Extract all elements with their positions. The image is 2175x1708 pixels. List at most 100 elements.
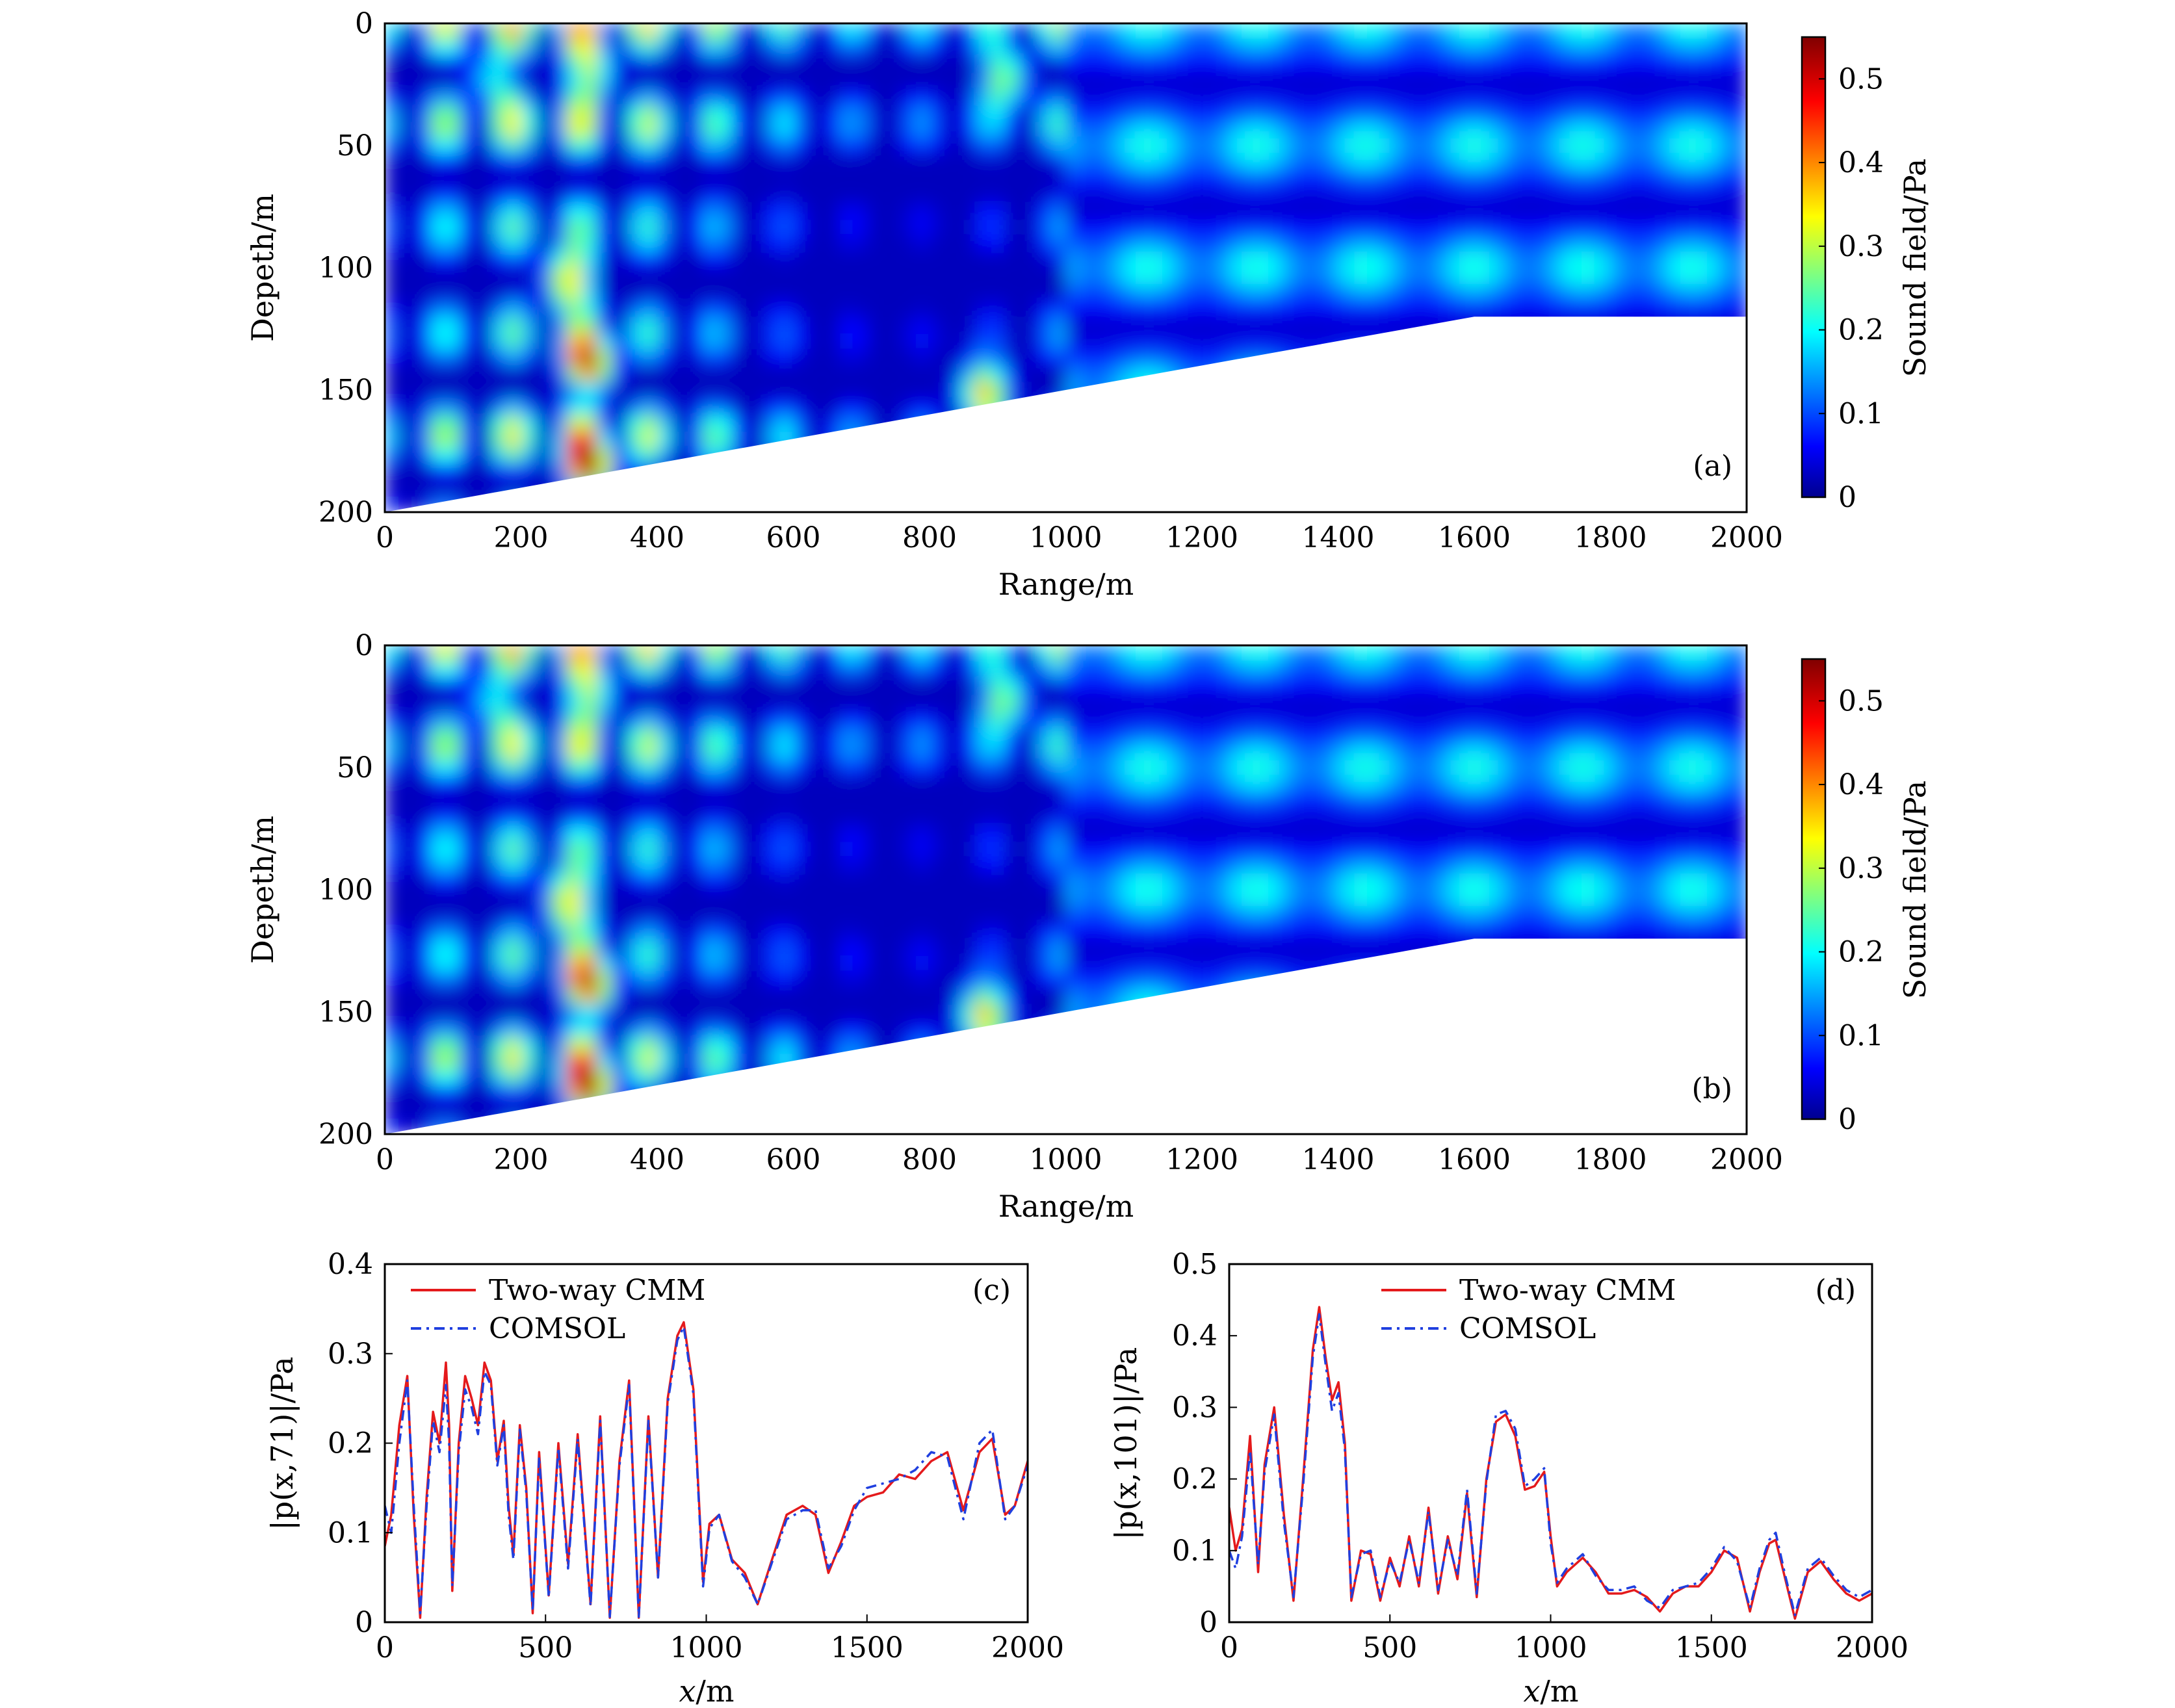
heatmap-cell bbox=[385, 987, 401, 1005]
heatmap-cell bbox=[853, 890, 870, 907]
heatmap-cell bbox=[1580, 121, 1596, 138]
heatmap-cell bbox=[1656, 105, 1672, 122]
heatmap-cell bbox=[1247, 824, 1264, 842]
heatmap-cell bbox=[990, 121, 1006, 138]
heatmap-cell bbox=[1232, 759, 1248, 777]
heatmap-cell bbox=[733, 792, 749, 809]
heatmap-cell bbox=[1292, 170, 1309, 187]
heatmap-cell bbox=[536, 727, 553, 744]
heatmap-cell bbox=[1247, 873, 1264, 890]
heatmap-cell bbox=[1671, 40, 1687, 57]
heatmap-cell bbox=[1277, 808, 1294, 825]
heatmap-cell bbox=[1459, 808, 1475, 825]
heatmap-cell bbox=[1489, 808, 1505, 825]
heatmap-cell bbox=[687, 955, 703, 972]
heatmap-cell bbox=[1353, 268, 1370, 285]
heatmap-cell bbox=[762, 382, 779, 399]
heatmap-cell bbox=[415, 23, 431, 41]
heatmap-cell bbox=[1459, 645, 1475, 663]
heatmap-cell bbox=[445, 137, 462, 155]
heatmap-cell bbox=[581, 955, 597, 972]
heatmap-cell bbox=[762, 938, 779, 956]
heatmap-cell bbox=[1519, 218, 1536, 236]
heatmap-cell bbox=[490, 430, 507, 448]
heatmap-cell bbox=[702, 775, 719, 793]
heatmap-cell bbox=[990, 743, 1006, 760]
heatmap-cell bbox=[1413, 906, 1430, 924]
heatmap-cell bbox=[430, 955, 447, 972]
heatmap-cell bbox=[1050, 906, 1067, 924]
heatmap-cell bbox=[1202, 808, 1218, 825]
heatmap-cell bbox=[944, 251, 961, 268]
heatmap-cell bbox=[944, 105, 961, 122]
heatmap-cell bbox=[506, 170, 522, 187]
heatmap-cell bbox=[612, 349, 628, 367]
heatmap-cell bbox=[1474, 105, 1491, 122]
heatmap-cell bbox=[1005, 137, 1021, 155]
heatmap-cell bbox=[1202, 300, 1218, 318]
heatmap-cell bbox=[1035, 987, 1052, 1005]
heatmap-cell bbox=[1595, 56, 1611, 73]
heatmap-cell bbox=[581, 105, 597, 122]
heatmap-cell bbox=[1005, 202, 1021, 220]
heatmap-cell bbox=[506, 922, 522, 940]
heatmap-cell bbox=[1171, 186, 1188, 203]
heatmap-cell bbox=[824, 137, 840, 155]
heatmap-cell bbox=[1504, 922, 1520, 940]
heatmap-cell bbox=[1474, 873, 1491, 890]
heatmap-cell bbox=[793, 1020, 809, 1037]
heatmap-cell bbox=[1186, 678, 1203, 695]
heatmap-cell bbox=[884, 645, 900, 663]
heatmap-cell bbox=[642, 218, 658, 236]
heatmap-cell bbox=[762, 414, 779, 432]
heatmap-cell bbox=[1292, 88, 1309, 106]
heatmap-cell bbox=[1005, 906, 1021, 924]
heatmap-cell bbox=[1096, 775, 1112, 793]
heatmap-cell bbox=[853, 743, 870, 760]
heatmap-cell bbox=[521, 349, 537, 367]
heatmap-cell bbox=[1186, 349, 1203, 367]
heatmap-cell bbox=[506, 365, 522, 383]
heatmap-cell bbox=[974, 710, 991, 728]
heatmap-cell bbox=[1656, 23, 1672, 41]
heatmap-cell bbox=[1126, 121, 1142, 138]
heatmap-cell bbox=[490, 235, 507, 252]
heatmap-cell bbox=[1580, 72, 1596, 90]
heatmap-cell bbox=[566, 414, 582, 432]
heatmap-cell bbox=[1489, 906, 1505, 924]
heatmap-cell bbox=[733, 1020, 749, 1037]
heatmap-cell bbox=[1413, 727, 1430, 744]
heatmap-cell bbox=[445, 743, 462, 760]
heatmap-cell bbox=[536, 662, 553, 679]
heatmap-cell bbox=[748, 955, 764, 972]
heatmap-cell bbox=[1020, 170, 1036, 187]
heatmap-cell bbox=[657, 678, 673, 695]
heatmap-cell bbox=[884, 268, 900, 285]
heatmap-cell bbox=[506, 218, 522, 236]
heatmap-cell bbox=[1686, 40, 1702, 57]
heatmap-cell bbox=[445, 251, 462, 268]
heatmap-cell bbox=[930, 137, 946, 155]
heatmap-cell bbox=[1020, 971, 1036, 989]
heatmap-cell bbox=[1126, 694, 1142, 712]
heatmap-cell bbox=[657, 971, 673, 989]
heatmap-cell bbox=[1186, 186, 1203, 203]
heatmap-cell bbox=[612, 840, 628, 858]
heatmap-cell bbox=[490, 121, 507, 138]
heatmap-cell bbox=[1489, 645, 1505, 663]
heatmap-cell bbox=[1625, 137, 1642, 155]
heatmap-cell bbox=[581, 202, 597, 220]
heatmap-cell bbox=[445, 202, 462, 220]
heatmap-cell bbox=[642, 922, 658, 940]
heatmap-cell bbox=[718, 955, 734, 972]
heatmap-cell bbox=[596, 678, 613, 695]
heatmap-cell bbox=[1641, 137, 1657, 155]
heatmap-cell bbox=[748, 186, 764, 203]
heatmap-cell bbox=[551, 414, 567, 432]
heatmap-cell bbox=[490, 1068, 507, 1086]
heatmap-cell bbox=[1050, 349, 1067, 367]
heatmap-cell bbox=[1656, 56, 1672, 73]
heatmap-cell bbox=[385, 105, 401, 122]
heatmap-cell bbox=[566, 398, 582, 415]
heatmap-cell bbox=[1338, 678, 1354, 695]
